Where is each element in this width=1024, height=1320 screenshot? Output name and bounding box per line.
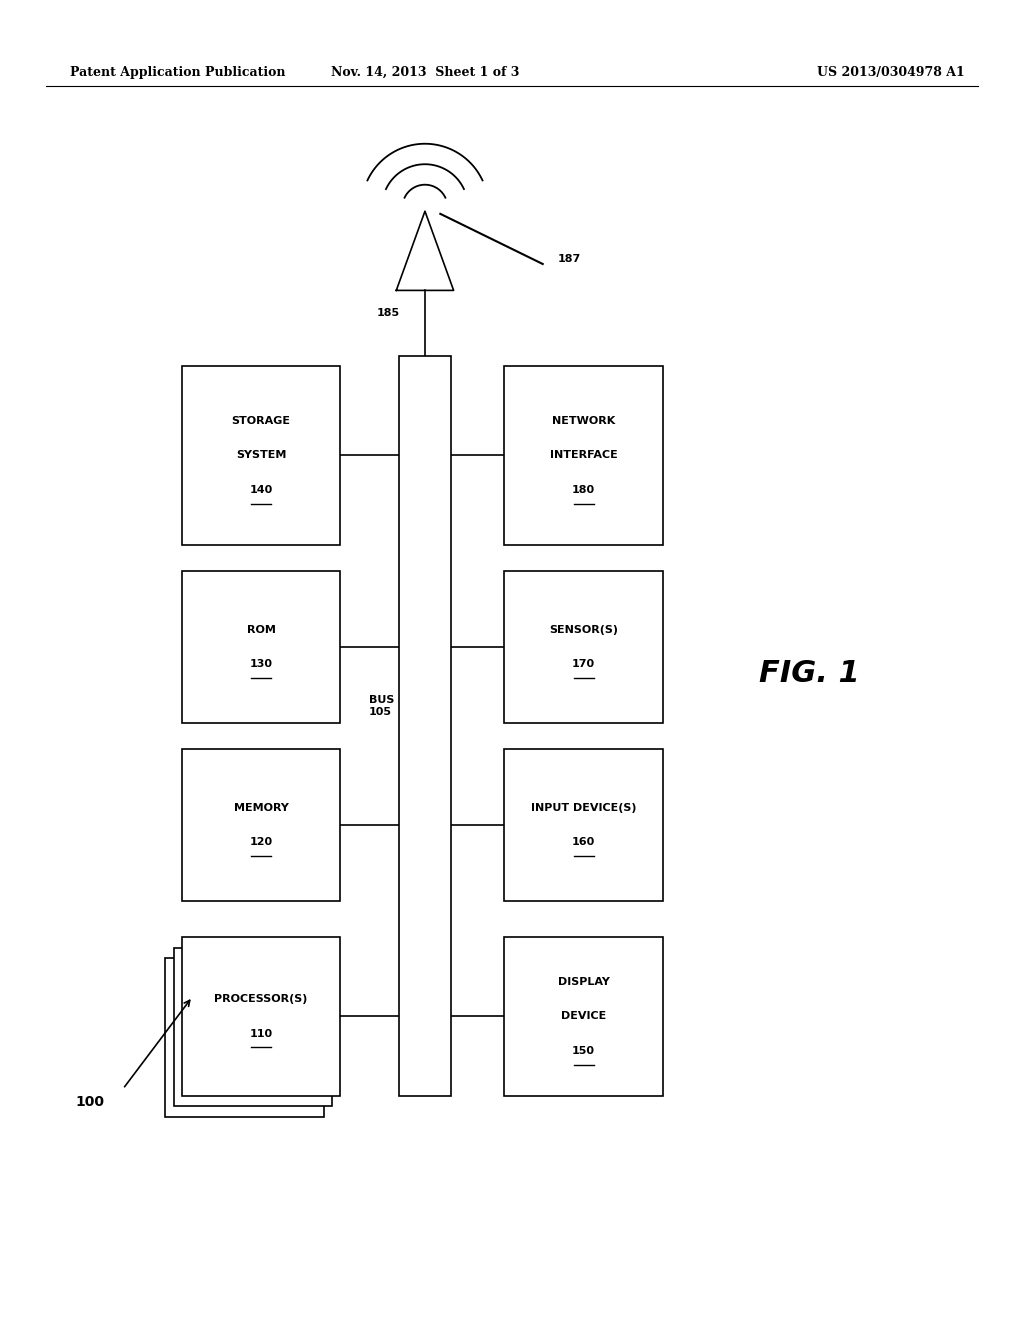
Bar [504, 937, 664, 1096]
Text: 185: 185 [376, 308, 399, 318]
Text: Patent Application Publication: Patent Application Publication [70, 66, 285, 79]
Bar [399, 356, 451, 1096]
Bar [182, 366, 340, 544]
Bar [182, 937, 340, 1096]
Bar [504, 570, 664, 722]
Bar [182, 570, 340, 722]
Text: FIG. 1: FIG. 1 [759, 659, 859, 688]
Text: PROCESSOR(S): PROCESSOR(S) [214, 994, 308, 1005]
Text: DEVICE: DEVICE [561, 1011, 606, 1022]
Text: 170: 170 [572, 659, 595, 669]
Text: 110: 110 [250, 1028, 272, 1039]
Text: 150: 150 [572, 1045, 595, 1056]
Text: US 2013/0304978 A1: US 2013/0304978 A1 [817, 66, 965, 79]
Text: DISPLAY: DISPLAY [558, 977, 609, 987]
Text: Nov. 14, 2013  Sheet 1 of 3: Nov. 14, 2013 Sheet 1 of 3 [331, 66, 519, 79]
Text: 120: 120 [250, 837, 272, 847]
Text: INPUT DEVICE(S): INPUT DEVICE(S) [530, 803, 637, 813]
Text: 187: 187 [558, 253, 582, 264]
Text: SYSTEM: SYSTEM [236, 450, 287, 461]
Text: STORAGE: STORAGE [231, 416, 291, 426]
Bar [173, 948, 332, 1106]
Text: 100: 100 [76, 1096, 104, 1109]
Bar [182, 750, 340, 900]
Text: SENSOR(S): SENSOR(S) [549, 624, 618, 635]
Text: NETWORK: NETWORK [552, 416, 615, 426]
Text: ROM: ROM [247, 624, 275, 635]
Text: 140: 140 [250, 484, 272, 495]
Text: 160: 160 [572, 837, 595, 847]
Text: 130: 130 [250, 659, 272, 669]
Bar [165, 958, 324, 1117]
Bar [504, 750, 664, 900]
Text: INTERFACE: INTERFACE [550, 450, 617, 461]
Text: MEMORY: MEMORY [233, 803, 289, 813]
Text: BUS
105: BUS 105 [369, 696, 394, 717]
Text: 180: 180 [572, 484, 595, 495]
Bar [504, 366, 664, 544]
